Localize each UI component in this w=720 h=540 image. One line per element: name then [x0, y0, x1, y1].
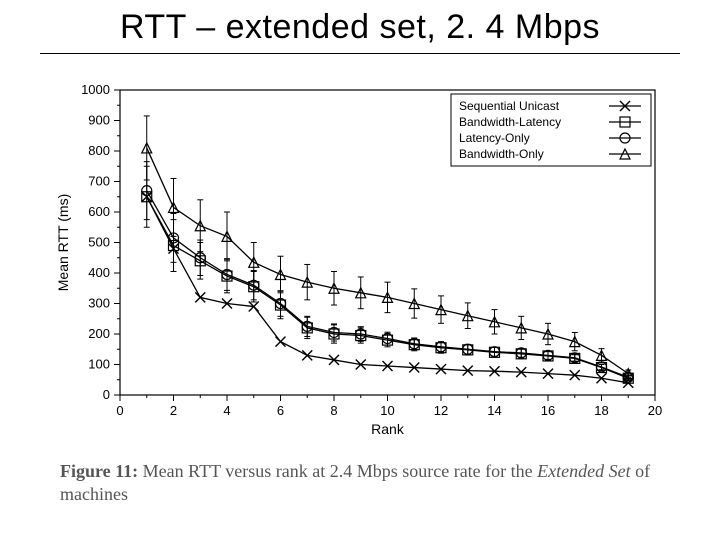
- svg-text:700: 700: [88, 174, 110, 189]
- svg-text:12: 12: [434, 403, 448, 418]
- rtt-chart: 0246810121416182001002003004005006007008…: [50, 80, 670, 440]
- svg-text:400: 400: [88, 265, 110, 280]
- svg-text:8: 8: [330, 403, 337, 418]
- svg-text:10: 10: [380, 403, 394, 418]
- svg-text:6: 6: [277, 403, 284, 418]
- svg-text:Latency-Only: Latency-Only: [459, 131, 530, 145]
- svg-text:0: 0: [116, 403, 123, 418]
- slide-title: RTT – extended set, 2. 4 Mbps: [40, 8, 680, 54]
- caption-text-a: Mean RTT versus rank at 2.4 Mbps source …: [138, 461, 537, 481]
- svg-text:100: 100: [88, 357, 110, 372]
- caption-italic: Extended Set: [537, 461, 630, 481]
- svg-text:20: 20: [648, 403, 662, 418]
- caption-figlabel: Figure 11:: [60, 461, 138, 481]
- svg-text:18: 18: [594, 403, 608, 418]
- svg-text:Mean RTT (ms): Mean RTT (ms): [55, 194, 71, 292]
- svg-text:14: 14: [487, 403, 501, 418]
- svg-text:Sequential Unicast: Sequential Unicast: [459, 99, 560, 113]
- svg-text:Bandwidth-Latency: Bandwidth-Latency: [459, 115, 561, 129]
- svg-text:2: 2: [170, 403, 177, 418]
- svg-text:0: 0: [103, 387, 110, 402]
- svg-text:300: 300: [88, 296, 110, 311]
- figure-caption: Figure 11: Mean RTT versus rank at 2.4 M…: [60, 460, 660, 507]
- svg-text:Rank: Rank: [371, 421, 405, 437]
- svg-text:200: 200: [88, 326, 110, 341]
- svg-text:16: 16: [541, 403, 555, 418]
- svg-text:Bandwidth-Only: Bandwidth-Only: [459, 147, 544, 161]
- svg-text:800: 800: [88, 143, 110, 158]
- svg-text:4: 4: [223, 403, 230, 418]
- svg-text:600: 600: [88, 204, 110, 219]
- svg-text:900: 900: [88, 113, 110, 128]
- svg-text:1000: 1000: [81, 82, 110, 97]
- svg-text:500: 500: [88, 235, 110, 250]
